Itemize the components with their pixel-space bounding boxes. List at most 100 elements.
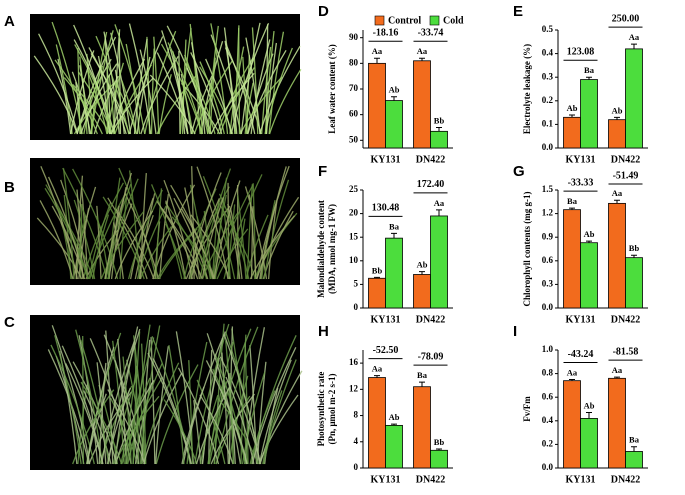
grass-blade	[182, 331, 226, 465]
y-tick-label: 0.3	[542, 71, 554, 81]
bar	[563, 380, 581, 469]
bar	[430, 215, 448, 309]
panel-letter: C	[4, 314, 15, 331]
grass-blade	[263, 359, 297, 465]
x-tick-label: DN422	[416, 474, 445, 485]
y-tick-label: 12	[349, 383, 359, 393]
grass-blade	[79, 65, 91, 135]
bar	[385, 424, 403, 469]
bar	[430, 449, 448, 469]
grass-blade	[63, 77, 103, 135]
y-tick-label: 0.6	[542, 391, 554, 401]
significance-letter: Ba	[389, 221, 400, 231]
x-tick-label: KY131	[371, 314, 401, 325]
grass-blade	[150, 337, 156, 465]
grass-blade	[262, 390, 283, 465]
y-axis-label: Leaf water content (%)	[327, 44, 337, 134]
error-bar	[631, 254, 637, 258]
grass-blade	[47, 176, 85, 280]
grass-blade	[251, 346, 297, 465]
error-bar	[586, 412, 592, 419]
grass-blade	[89, 194, 126, 280]
grass-blade	[237, 194, 247, 280]
grass-blade	[104, 38, 112, 135]
error-bar	[631, 43, 637, 49]
significance-letter: Aa	[434, 198, 445, 208]
y-axis-label: (MDA, nmol mg-1 FW)	[327, 204, 337, 294]
grass-blade	[155, 188, 163, 280]
y-tick-label: 8	[354, 410, 359, 420]
grass-blade	[124, 365, 138, 465]
grass-blade	[221, 352, 229, 465]
grass-blade	[129, 170, 140, 280]
bar	[413, 274, 431, 309]
annotation: 130.48	[372, 203, 400, 214]
grass-blade	[199, 61, 225, 135]
grass-blade	[258, 394, 299, 465]
grass-blade	[107, 389, 146, 465]
significance-letter: Ab	[389, 85, 400, 95]
error-bar	[614, 199, 620, 204]
y-tick-label: 10	[349, 255, 359, 265]
bar	[413, 386, 431, 469]
y-tick-label: 60	[349, 109, 359, 119]
grass-blade	[201, 357, 220, 465]
bar	[430, 130, 448, 149]
y-tick-label: 0.6	[542, 255, 554, 265]
grass-blade	[184, 187, 201, 280]
grass-blade	[164, 202, 208, 280]
significance-letter: Aa	[629, 32, 640, 42]
grass-blade	[114, 64, 153, 135]
x-tick-label: KY131	[566, 314, 596, 325]
grass-blade	[165, 200, 187, 280]
grass-blade	[74, 44, 115, 135]
grass-blade	[119, 193, 128, 280]
grass-blade	[209, 57, 216, 135]
significance-letter: Bb	[434, 437, 445, 447]
grass-blade	[196, 216, 211, 280]
error-bar	[614, 116, 620, 120]
significance-letter: Ab	[417, 260, 428, 270]
grass-blade	[213, 180, 241, 280]
grass-blade	[259, 206, 276, 280]
grass-blade	[100, 210, 145, 280]
grass-blade	[210, 393, 255, 465]
grass-blade	[134, 214, 154, 280]
grass-blade	[224, 40, 238, 135]
grass-blade	[199, 394, 234, 465]
grass-blade	[114, 210, 154, 280]
grass-blade	[139, 49, 157, 135]
grass-blade	[92, 214, 110, 280]
significance-letter: Aa	[612, 188, 623, 198]
grass-blade	[205, 58, 232, 135]
y-tick-label: 1.2	[542, 208, 554, 218]
y-tick-label: 15	[349, 231, 359, 241]
grass-blade	[83, 65, 104, 135]
grass-blade	[188, 360, 194, 465]
significance-letter: Ba	[417, 370, 428, 380]
grass-blade	[134, 382, 153, 465]
legend-label: Cold	[443, 15, 464, 26]
panel-letter: G	[513, 163, 525, 180]
grass-blade	[190, 52, 223, 135]
grass-blade	[54, 335, 82, 465]
grass-blade	[196, 379, 226, 465]
grass-blade	[114, 360, 140, 465]
x-tick-label: DN422	[611, 474, 640, 485]
y-tick-label: 0.4	[542, 415, 554, 425]
legend-swatch	[374, 15, 385, 26]
grass-blade	[54, 59, 98, 135]
error-bar	[391, 423, 397, 426]
legend-swatch	[429, 15, 440, 26]
annotation: 172.40	[417, 179, 445, 190]
panel-letter: E	[513, 3, 523, 20]
grass-blade	[193, 400, 202, 465]
annotation: -18.16	[373, 28, 399, 39]
panel-letter: B	[4, 179, 15, 196]
bar	[608, 119, 626, 149]
significance-letter: Aa	[417, 46, 428, 56]
x-tick-label: DN422	[416, 314, 445, 325]
grass-blade	[268, 68, 302, 135]
grass-blade	[73, 199, 96, 280]
y-tick-label: 0	[354, 302, 359, 312]
